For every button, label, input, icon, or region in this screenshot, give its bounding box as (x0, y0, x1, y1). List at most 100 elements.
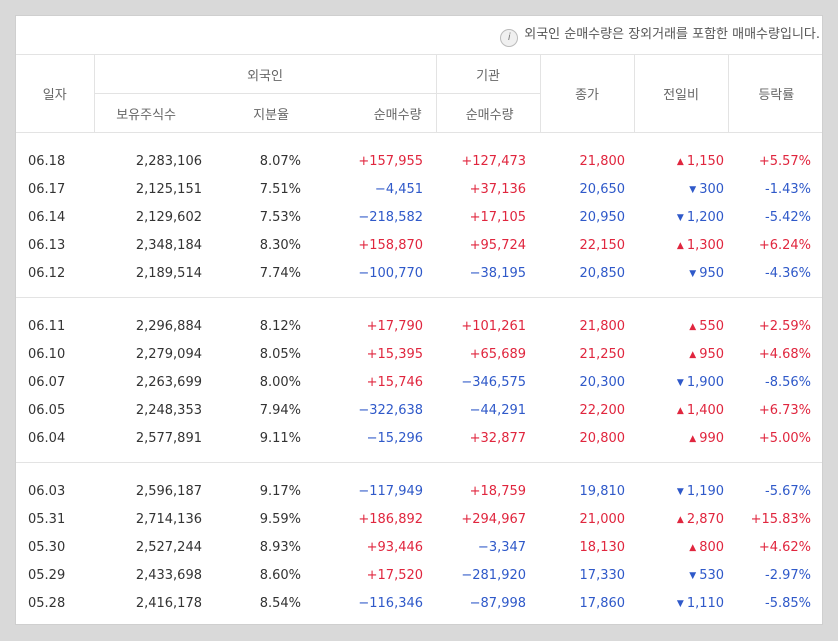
triangle-up-icon: ▲ (676, 240, 684, 251)
change-cell: ▼ 530 (634, 561, 728, 589)
ratio-cell: 8.00% (259, 374, 301, 390)
triangle-down-icon: ▼ (689, 570, 697, 581)
triangle-up-icon: ▲ (676, 156, 684, 167)
ratio-cell: 7.94% (259, 402, 301, 418)
change-value: 800 (699, 539, 725, 555)
table-row: 06.12 2,189,514 7.74% −100,770 −38,195 20,850… (16, 259, 822, 298)
change-cell: ▲ 1,150 (634, 133, 728, 176)
table-row: 06.03 2,596,187 9.17% −117,949 +18,759 19,810… (16, 463, 822, 505)
change-cell: ▲ 1,400 (634, 396, 728, 424)
inst-net-cell: +17,105 (469, 209, 527, 225)
date-cell: 06.11 (28, 318, 66, 334)
change-cell: ▲ 1,300 (634, 231, 728, 259)
header-date: 일자 (16, 55, 94, 133)
triangle-down-icon: ▼ (676, 212, 684, 223)
change-cell: ▲ 550 (634, 298, 728, 340)
triangle-down-icon: ▼ (676, 377, 684, 388)
change-cell: ▼ 1,200 (634, 203, 728, 231)
close-cell: 17,860 (579, 595, 626, 611)
header-foreign: 외국인 (93, 55, 437, 94)
holdings-cell: 2,577,891 (135, 430, 202, 446)
rate-cell: -2.97% (765, 567, 812, 583)
close-cell: 21,800 (579, 153, 626, 169)
change-cell: ▲ 2,870 (634, 505, 728, 533)
foreign-net-cell: +158,870 (358, 237, 424, 253)
foreign-net-cell: +157,955 (358, 153, 424, 169)
rate-cell: +6.24% (758, 237, 812, 253)
trading-table: 일자 외국인 기관 종가 전일비 등락률 보유주식수 지분율 순매수량 순매수량… (16, 55, 822, 625)
foreign-net-cell: −4,451 (374, 181, 424, 197)
foreign-net-cell: −116,346 (358, 595, 424, 611)
change-value: 1,110 (686, 595, 725, 611)
inst-net-cell: +65,689 (469, 346, 527, 362)
foreign-net-cell: −322,638 (358, 402, 424, 418)
holdings-cell: 2,296,884 (135, 318, 202, 334)
ratio-cell: 9.59% (259, 511, 301, 527)
table-row: 05.28 2,416,178 8.54% −116,346 −87,998 17,860… (16, 589, 822, 624)
rate-cell: +5.00% (758, 430, 812, 446)
table-row: 06.07 2,263,699 8.00% +15,746 −346,575 20,300… (16, 368, 822, 396)
holdings-cell: 2,416,178 (135, 595, 202, 611)
foreign-net-cell: −100,770 (358, 265, 424, 281)
inst-net-cell: −38,195 (469, 265, 527, 281)
holdings-cell: 2,263,699 (135, 374, 202, 390)
info-icon[interactable]: i (500, 29, 519, 47)
table-row: 06.05 2,248,353 7.94% −322,638 −44,291 22,200… (16, 396, 822, 424)
table-row: 06.04 2,577,891 9.11% −15,296 +32,877 20,800 ▲… (16, 424, 822, 463)
inst-net-cell: −3,347 (477, 539, 527, 555)
date-cell: 06.04 (28, 430, 66, 446)
holdings-cell: 2,596,187 (135, 483, 202, 499)
change-value: 300 (699, 181, 725, 197)
notice-bar: i 외국인 순매수량은 장외거래를 포함한 매매수량입니다. (16, 16, 822, 55)
foreign-net-cell: −15,296 (366, 430, 424, 446)
triangle-up-icon: ▲ (689, 542, 697, 553)
foreign-net-cell: −117,949 (358, 483, 424, 499)
holdings-cell: 2,125,151 (135, 181, 202, 197)
close-cell: 20,300 (579, 374, 626, 390)
date-cell: 05.30 (28, 539, 66, 555)
table-row: 05.31 2,714,136 9.59% +186,892 +294,967 21,00… (16, 505, 822, 533)
table-body: 06.18 2,283,106 8.07% +157,955 +127,473 21,80… (16, 133, 822, 625)
inst-net-cell: +32,877 (469, 430, 527, 446)
table-row: 06.17 2,125,151 7.51% −4,451 +37,136 20,650 ▼ 3… (16, 175, 822, 203)
header-inst-net: 순매수량 (435, 93, 541, 133)
header-close: 종가 (539, 55, 635, 133)
date-cell: 06.18 (28, 153, 66, 169)
date-cell: 06.12 (28, 265, 66, 281)
foreign-net-cell: +186,892 (358, 511, 424, 527)
table-row: 06.10 2,279,094 8.05% +15,395 +65,689 21,250 ▲… (16, 340, 822, 368)
rate-cell: -1.43% (765, 181, 812, 197)
table-row: 06.11 2,296,884 8.12% +17,790 +101,261 21,800… (16, 298, 822, 340)
ratio-cell: 8.60% (259, 567, 301, 583)
foreign-net-cell: +17,790 (366, 318, 424, 334)
triangle-down-icon: ▼ (689, 268, 697, 279)
triangle-up-icon: ▲ (689, 321, 697, 332)
triangle-up-icon: ▲ (676, 514, 684, 525)
close-cell: 20,650 (579, 181, 626, 197)
holdings-cell: 2,714,136 (135, 511, 202, 527)
date-cell: 06.10 (28, 346, 66, 362)
date-cell: 05.29 (28, 567, 66, 583)
close-cell: 21,000 (579, 511, 626, 527)
foreign-net-cell: +15,395 (366, 346, 424, 362)
notice-text: 외국인 순매수량은 장외거래를 포함한 매매수량입니다. (524, 27, 820, 42)
triangle-down-icon: ▼ (689, 184, 697, 195)
holdings-cell: 2,527,244 (135, 539, 202, 555)
ratio-cell: 8.30% (259, 237, 301, 253)
inst-net-cell: −346,575 (461, 374, 527, 390)
date-cell: 06.14 (28, 209, 66, 225)
date-cell: 06.05 (28, 402, 66, 418)
change-value: 2,870 (686, 511, 725, 527)
change-cell: ▲ 990 (634, 424, 728, 463)
triangle-up-icon: ▲ (689, 349, 697, 360)
close-cell: 20,800 (579, 430, 626, 446)
date-cell: 06.07 (28, 374, 66, 390)
close-cell: 22,150 (579, 237, 626, 253)
close-cell: 20,850 (579, 265, 626, 281)
change-cell: ▼ 1,110 (634, 589, 728, 624)
rate-cell: +5.57% (758, 153, 812, 169)
triangle-up-icon: ▲ (676, 405, 684, 416)
change-value: 950 (699, 265, 725, 281)
rate-cell: +4.62% (758, 539, 812, 555)
header-change: 전일비 (633, 55, 729, 133)
